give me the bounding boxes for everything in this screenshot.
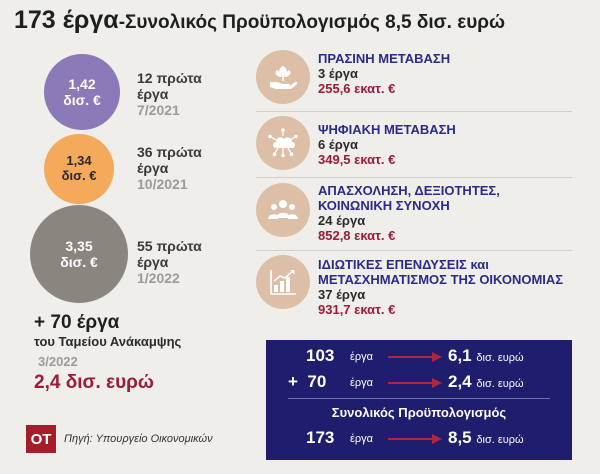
summary-row-2-label: έργα xyxy=(350,377,374,389)
wave-2-text: 36 πρώτα έργα 10/2021 xyxy=(137,144,202,192)
recovery-label: του Ταμείου Ανάκαμψης xyxy=(34,334,182,349)
category-green: ΠΡΑΣΙΝΗ ΜΕΤΑΒΑΣΗ 3 έργα 255,6 εκατ. € xyxy=(318,51,451,97)
recovery-more: + 70 έργα xyxy=(34,312,120,333)
wave-2-date: 10/2021 xyxy=(137,176,188,193)
ot-logo: ΟΤ xyxy=(26,425,56,453)
summary-row-1-unit: δισ. ευρώ xyxy=(476,352,524,364)
category-digital-count: 6 έργα xyxy=(318,136,358,152)
category-green-count: 3 έργα xyxy=(318,65,358,81)
wave-1-count: 12 πρώτα xyxy=(137,70,202,86)
wave-3-amount: 3,35 xyxy=(65,237,93,254)
title-rest: -Συνολικός Προϋπολογισμός 8,5 δισ. ευρώ xyxy=(118,12,506,33)
wave-3-text: 55 πρώτα έργα 1/2022 xyxy=(137,238,202,286)
summary-total-result: 8,5 δισ. ευρώ xyxy=(448,428,524,448)
category-investment: ΙΔΙΩΤΙΚΕΣ ΕΠΕΝΔΥΣΕΙΣ και ΜΕΤΑΣΧΗΜΑΤΙΣΜΟΣ… xyxy=(318,257,564,318)
category-employment: ΑΠΑΣΧΟΛΗΣΗ, ΔΕΞΙΟΤΗΤΕΣ, ΚΟΙΝΩΝΙΚΗ ΣΥΝΟΧΗ… xyxy=(318,183,500,244)
category-divider xyxy=(256,111,572,112)
category-employment-count: 24 έργα xyxy=(318,212,366,228)
summary-box: 103 έργα 6,1 δισ. ευρώ + 70 έργα 2,4 δισ… xyxy=(266,340,572,460)
summary-row-1-result: 6,1 δισ. ευρώ xyxy=(448,346,524,366)
summary-row: + 70 έργα 2,4 δισ. ευρώ xyxy=(266,372,572,394)
category-employment-amount: 852,8 εκατ. € xyxy=(318,227,396,243)
summary-total-num: 173 xyxy=(306,428,335,447)
category-investment-title-2: ΜΕΤΑΣΧΗΜΑΤΙΣΜΟΣ ΤΗΣ ΟΙΚΟΝΟΜΙΑΣ xyxy=(318,271,564,287)
wave-3-word: έργα xyxy=(137,254,169,271)
wave-1-word: έργα xyxy=(137,86,169,103)
wave-3-count: 55 πρώτα xyxy=(137,238,202,254)
wave-2-word: έργα xyxy=(137,160,169,177)
category-digital-amount: 349,5 εκατ. € xyxy=(318,151,396,167)
wave-2-count: 36 πρώτα xyxy=(137,144,202,160)
plant-hand-icon xyxy=(256,50,310,104)
recovery-amount: 2,4 δισ. ευρώ xyxy=(34,372,154,393)
category-investment-count: 37 έργα xyxy=(318,286,366,302)
page-title: 173 έργα-Συνολικός Προϋπολογισμός 8,5 δι… xyxy=(14,6,505,35)
category-green-amount: 255,6 εκατ. € xyxy=(318,80,396,96)
wave-1-text: 12 πρώτα έργα 7/2021 xyxy=(137,70,202,118)
summary-row-1-value: 6,1 xyxy=(448,346,472,365)
category-divider xyxy=(256,177,572,178)
summary-row-1-num: 103 xyxy=(306,346,335,365)
category-employment-title-2: ΚΟΙΝΩΝΙΚΗ ΣΥΝΟΧΗ xyxy=(318,197,450,213)
category-digital: ΨΗΦΙΑΚΗ ΜΕΤΑΒΑΣΗ 6 έργα 349,5 εκατ. € xyxy=(318,122,456,168)
summary-row-1-label: έργα xyxy=(350,351,374,363)
category-divider xyxy=(256,250,572,251)
summary-total-unit: δισ. ευρώ xyxy=(476,434,524,446)
category-green-title: ΠΡΑΣΙΝΗ ΜΕΤΑΒΑΣΗ xyxy=(318,51,451,66)
source-note: Πηγή: Υπουργείο Οικονομικών xyxy=(64,433,213,445)
summary-row-2-num: + 70 xyxy=(288,372,327,391)
people-group-icon xyxy=(256,183,310,237)
category-digital-title: ΨΗΦΙΑΚΗ ΜΕΤΑΒΑΣΗ xyxy=(318,122,456,137)
wave-1-unit: δισ. € xyxy=(63,92,101,108)
title-main: 173 έργα xyxy=(14,6,119,34)
cloud-network-icon xyxy=(256,116,310,170)
category-employment-title-1: ΑΠΑΣΧΟΛΗΣΗ, ΔΕΞΙΟΤΗΤΕΣ, xyxy=(318,183,500,198)
summary-row: 103 έργα 6,1 δισ. ευρώ xyxy=(266,346,572,368)
summary-heading: Συνολικός Προϋπολογισμός xyxy=(331,405,507,420)
category-investment-title-1: ΙΔΙΩΤΙΚΕΣ ΕΠΕΝΔΥΣΕΙΣ και xyxy=(318,257,489,272)
summary-row-2-result: 2,4 δισ. ευρώ xyxy=(448,372,524,392)
summary-total-value: 8,5 xyxy=(448,428,472,447)
wave-2-unit: δισ. € xyxy=(61,168,97,183)
wave-1-date: 7/2021 xyxy=(137,102,180,119)
summary-total-label: έργα xyxy=(350,433,374,445)
arrow-icon xyxy=(388,378,442,388)
summary-row-2-unit: δισ. ευρώ xyxy=(476,378,524,390)
wave-3-date: 1/2022 xyxy=(137,270,180,287)
summary-row-2-value: 2,4 xyxy=(448,372,472,391)
arrow-icon xyxy=(388,434,442,444)
arrow-icon xyxy=(388,352,442,362)
wave-1-circle: 1,42 δισ. € xyxy=(44,54,120,130)
bar-chart-icon xyxy=(256,255,310,309)
recovery-date: 3/2022 xyxy=(38,354,78,369)
summary-total-row: 173 έργα 8,5 δισ. ευρώ xyxy=(266,428,572,450)
category-investment-amount: 931,7 εκατ. € xyxy=(318,301,396,317)
wave-1-amount: 1,42 xyxy=(68,75,96,92)
summary-divider xyxy=(288,398,550,399)
wave-3-circle: 3,35 δισ. € xyxy=(30,205,128,303)
wave-3-unit: δισ. € xyxy=(60,254,98,270)
wave-2-circle: 1,34 δισ. € xyxy=(44,134,114,204)
wave-2-amount: 1,34 xyxy=(66,153,92,169)
